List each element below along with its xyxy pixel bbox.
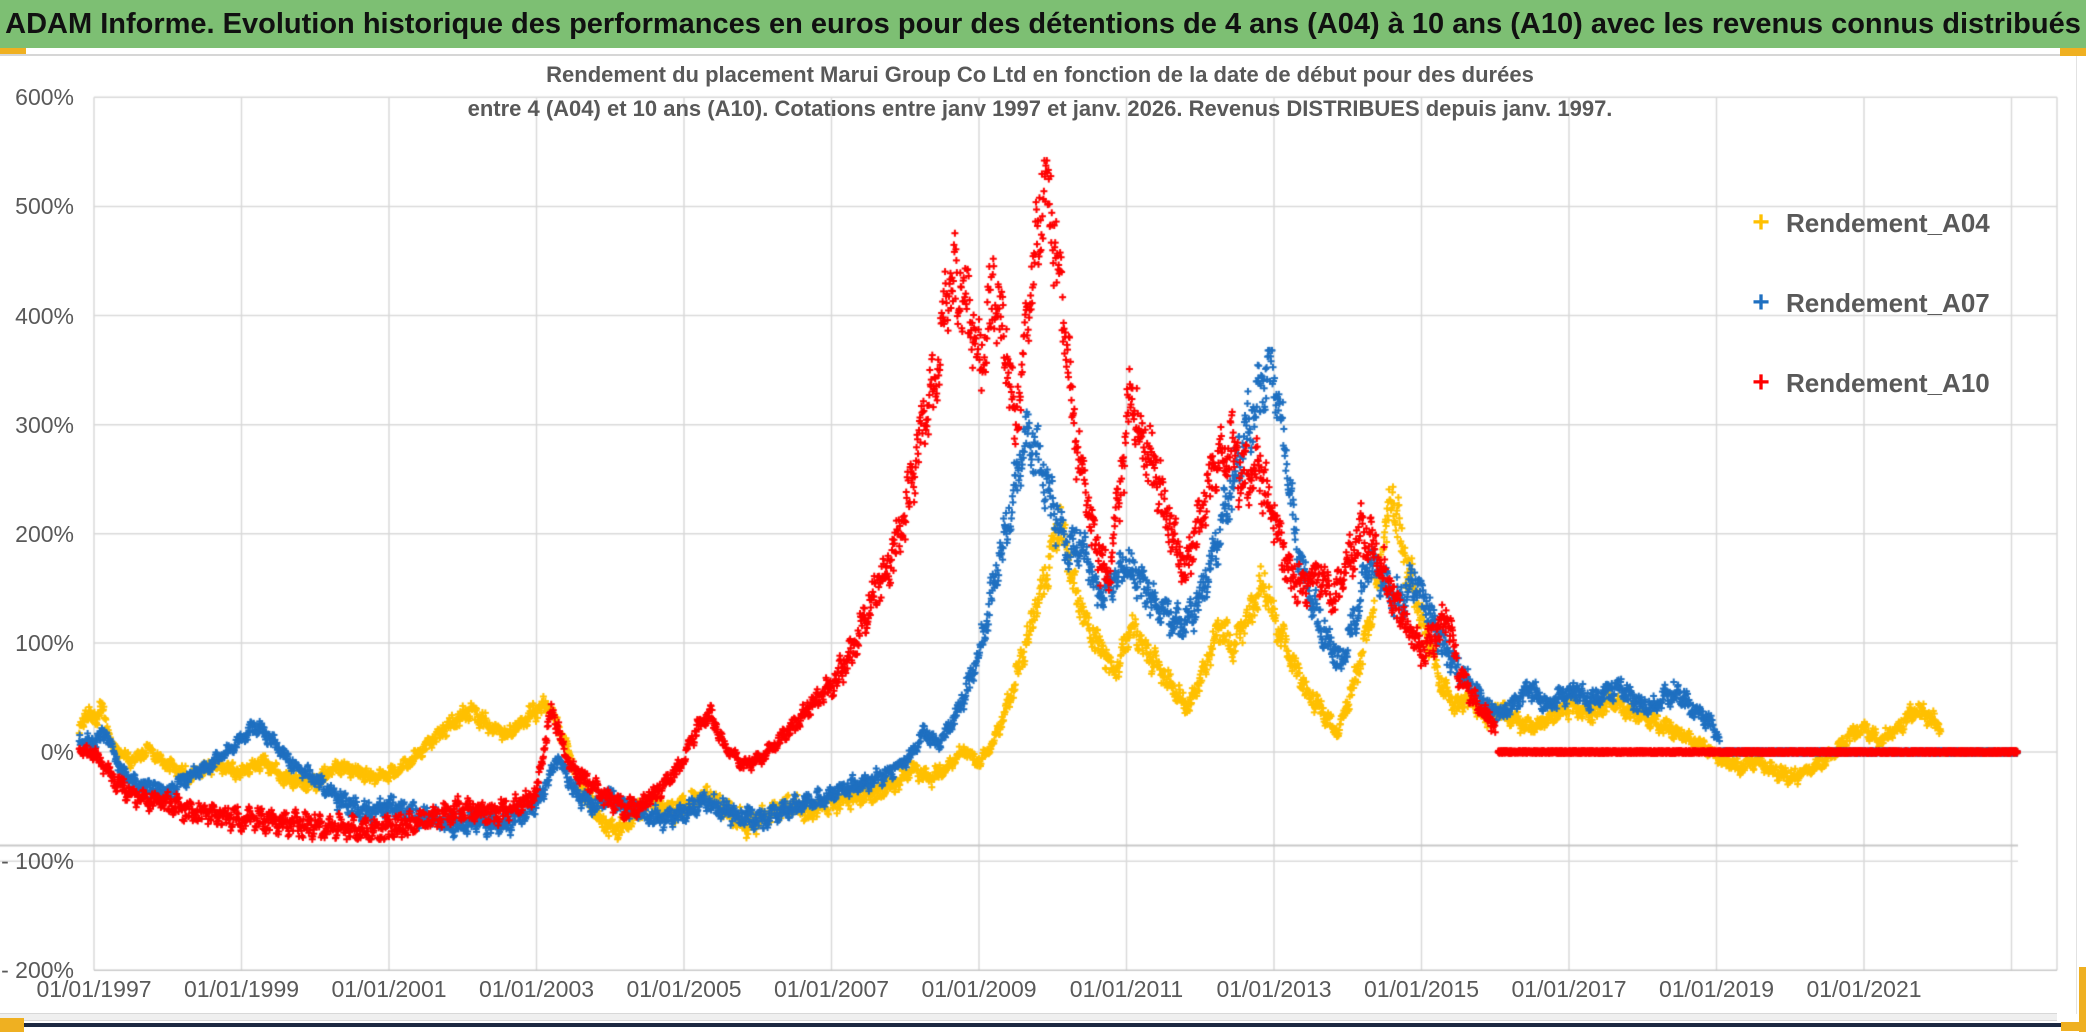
y-axis-label: 600% — [15, 84, 74, 111]
plus-marker-icon: + — [1752, 286, 1770, 319]
y-axis-label: 400% — [15, 302, 74, 329]
y-axis-label: - 100% — [1, 848, 74, 875]
y-axis-label: 500% — [15, 193, 74, 220]
legend-item-a10[interactable]: + Rendement_A10 — [1750, 366, 1990, 400]
x-axis-label: 01/01/2009 — [921, 976, 1037, 1002]
chart-border — [2076, 56, 2077, 1014]
x-axis-label: 01/01/2003 — [478, 976, 595, 1002]
legend-item-a07[interactable]: + Rendement_A07 — [1750, 286, 1990, 320]
gold-bar-right — [2079, 967, 2086, 1032]
gold-corner-bottom-right — [2061, 1022, 2086, 1031]
plus-marker-icon: + — [1752, 206, 1770, 239]
y-axis-label: 200% — [15, 520, 74, 547]
x-axis-label: 01/01/2015 — [1363, 976, 1480, 1002]
x-axis-label: 01/01/1997 — [36, 976, 152, 1002]
sheet-gridline-band — [0, 1013, 2057, 1021]
x-axis-label: 01/01/2011 — [1069, 976, 1184, 1002]
x-axis-label: 01/01/2021 — [1806, 976, 1922, 1002]
y-axis-label: 100% — [15, 629, 74, 656]
sheet-bottom-border — [24, 1023, 2086, 1027]
legend-label: Rendement_A04 — [1786, 207, 1990, 238]
legend-item-a04[interactable]: + Rendement_A04 — [1750, 206, 1990, 240]
y-axis-label: 0% — [40, 739, 74, 765]
x-axis-label: 01/01/2001 — [331, 976, 447, 1002]
legend-label: Rendement_A07 — [1786, 287, 1990, 318]
x-axis-label: 01/01/2013 — [1216, 976, 1332, 1002]
chart-title-line1: Rendement du placement Marui Group Co Lt… — [546, 62, 1534, 87]
legend-label: Rendement_A10 — [1786, 367, 1990, 398]
x-axis-label: 01/01/2017 — [1511, 976, 1627, 1002]
chart-title-line2: entre 4 (A04) et 10 ans (A10). Cotations… — [467, 96, 1613, 121]
x-axis-label: 01/01/2005 — [626, 976, 742, 1002]
gold-corner-bottom-left — [0, 1018, 24, 1032]
x-axis-label: 01/01/2007 — [773, 976, 890, 1002]
plus-marker-icon: + — [1752, 366, 1770, 399]
x-axis-label: 01/01/1999 — [183, 976, 300, 1002]
y-axis-label: 300% — [15, 411, 74, 438]
x-axis-label: 01/01/2019 — [1658, 976, 1775, 1002]
y-axis-label: - 200% — [1, 957, 74, 984]
